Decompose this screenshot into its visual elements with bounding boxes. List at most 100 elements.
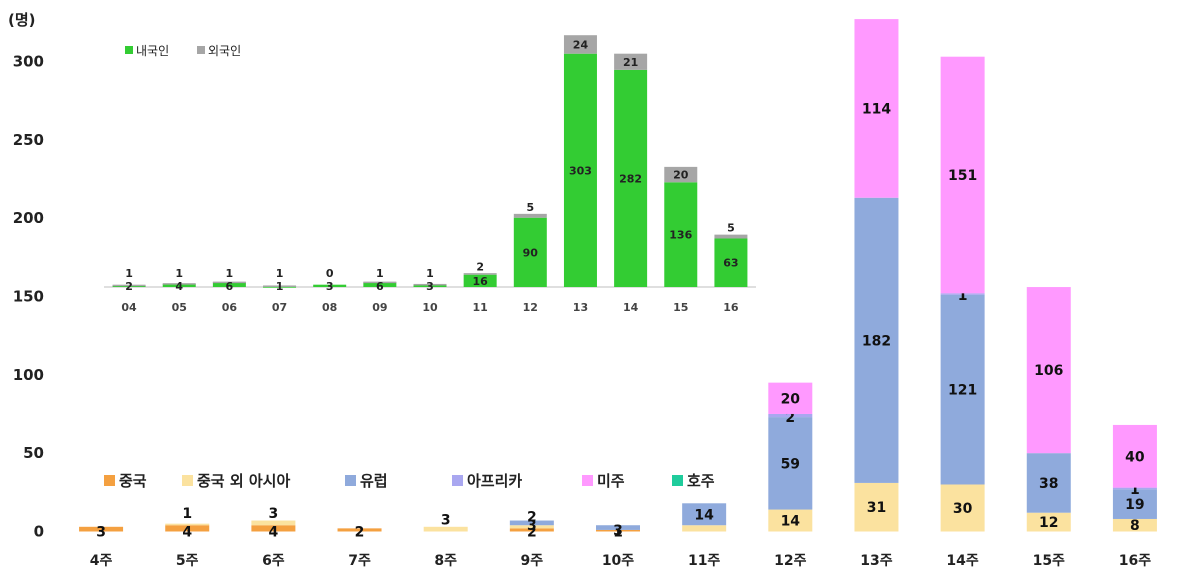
- inset-data-label: 90: [523, 246, 539, 259]
- data-label: 1: [182, 506, 192, 522]
- inset-bar-segment: [513, 213, 547, 218]
- data-label: 2: [785, 410, 795, 426]
- data-label: 4: [182, 525, 192, 541]
- inset-x-tick-label: 09: [372, 301, 387, 314]
- inset-data-label: 1: [426, 267, 434, 280]
- legend-label: 중국 외 아시아: [197, 472, 290, 490]
- x-tick-label: 11주: [688, 553, 720, 569]
- inset-bar-segment: [212, 282, 246, 287]
- y-tick-label: 150: [13, 287, 44, 305]
- legend-label: 유럽: [360, 472, 388, 490]
- inset-data-label: 16: [472, 275, 488, 288]
- inset-bar-segment: [162, 283, 196, 287]
- inset-bar-segment: [413, 284, 447, 287]
- data-label: 14: [694, 507, 714, 523]
- y-tick-label: 50: [23, 444, 44, 462]
- data-label: 182: [862, 333, 891, 349]
- bar-segment: [940, 293, 985, 295]
- y-tick-label: 0: [34, 523, 44, 541]
- inset-data-label: 303: [569, 164, 592, 177]
- bar-segment: [682, 525, 727, 532]
- bar-segment: [1112, 489, 1157, 519]
- x-tick-label: 15주: [1033, 553, 1065, 569]
- data-label: 20: [781, 391, 801, 407]
- inset-bar-segment: [212, 281, 246, 284]
- data-label: 3: [96, 525, 106, 541]
- data-label: 4: [269, 525, 279, 541]
- inset-x-tick-label: 11: [472, 301, 487, 314]
- inset-data-label: 63: [723, 257, 738, 270]
- data-label: 114: [862, 101, 891, 117]
- inset-data-label: 1: [175, 267, 183, 280]
- inset-x-tick-label: 14: [623, 301, 639, 314]
- data-label: 40: [1125, 449, 1145, 465]
- inset-data-label: 1: [376, 267, 384, 280]
- inset-data-label: 4: [175, 280, 183, 293]
- inset-bar-segment: [714, 234, 748, 239]
- data-label: 3: [269, 506, 279, 522]
- y-tick-label: 250: [13, 131, 44, 149]
- bar-segment: [509, 520, 554, 526]
- data-label: 1: [958, 288, 968, 304]
- inset-bar-segment: [263, 285, 297, 287]
- x-tick-label: 5주: [176, 553, 199, 569]
- inset-x-tick-label: 16: [723, 301, 739, 314]
- inset-data-label: 282: [619, 172, 642, 185]
- bar-segment: [768, 417, 813, 510]
- inset-bar-segment: [463, 273, 497, 275]
- data-label: 31: [867, 500, 886, 516]
- inset-bar-segment: [714, 238, 748, 287]
- inset-data-label: 1: [226, 267, 234, 280]
- main-legend: 중국 중국 외 아시아 유럽 아프리카 미주 호주: [104, 472, 715, 490]
- y-tick-label: 200: [13, 209, 44, 227]
- bar-segment: [79, 526, 124, 532]
- bar-segment: [1112, 424, 1157, 488]
- inset-bar-segment: [313, 284, 347, 287]
- inset-data-label: 5: [727, 222, 735, 235]
- bar-segment: [854, 19, 899, 198]
- inset-bar-segment: [614, 53, 648, 70]
- inset-bar-segment: [162, 283, 196, 285]
- inset-data-label: 0: [326, 267, 334, 280]
- bar-segment: [1026, 512, 1071, 532]
- data-label: 106: [1034, 363, 1063, 379]
- data-label: 30: [953, 501, 973, 517]
- inset-x-tick-label: 08: [322, 301, 337, 314]
- data-label: 1: [1130, 482, 1140, 498]
- x-tick-label: 6주: [262, 553, 285, 569]
- inset-bar-segment: [413, 283, 447, 286]
- bar-segment: [854, 482, 899, 532]
- inset-legend-swatch: [197, 46, 205, 54]
- bar-segment: [423, 526, 468, 532]
- inset-bar-segment: [112, 284, 146, 287]
- legend-label: 호주: [687, 472, 715, 490]
- data-label: 1: [613, 525, 623, 541]
- inset-data-label: 2: [125, 280, 133, 293]
- inset-data-label: 24: [573, 38, 589, 51]
- bar-segment: [854, 197, 899, 483]
- inset-data-label: 2: [476, 261, 484, 274]
- data-label: 2: [355, 525, 365, 541]
- inset-data-label: 136: [669, 229, 692, 242]
- bar-segment: [940, 56, 985, 294]
- bar-segment: [596, 529, 640, 532]
- bar-segment: [165, 523, 210, 526]
- bar-segment: [1026, 287, 1071, 454]
- data-label: 3: [613, 523, 623, 539]
- x-tick-label: 10주: [602, 553, 634, 569]
- inset-data-label: 1: [276, 267, 284, 280]
- data-label: 151: [948, 168, 977, 184]
- data-label: 8: [1130, 518, 1140, 534]
- bar-segment: [768, 382, 813, 414]
- bar-segment: [768, 413, 813, 418]
- data-label: 14: [781, 514, 801, 530]
- x-tick-label: 7주: [348, 553, 371, 569]
- inset-data-label: 6: [226, 280, 234, 293]
- inset-x-tick-label: 13: [573, 301, 588, 314]
- legend-swatch: [672, 475, 683, 486]
- y-tick-label: 100: [13, 366, 44, 384]
- legend-label: 중국: [119, 472, 147, 490]
- x-tick-label: 12주: [774, 553, 806, 569]
- bar-segment: [596, 525, 640, 530]
- inset-data-label: 1: [125, 267, 133, 280]
